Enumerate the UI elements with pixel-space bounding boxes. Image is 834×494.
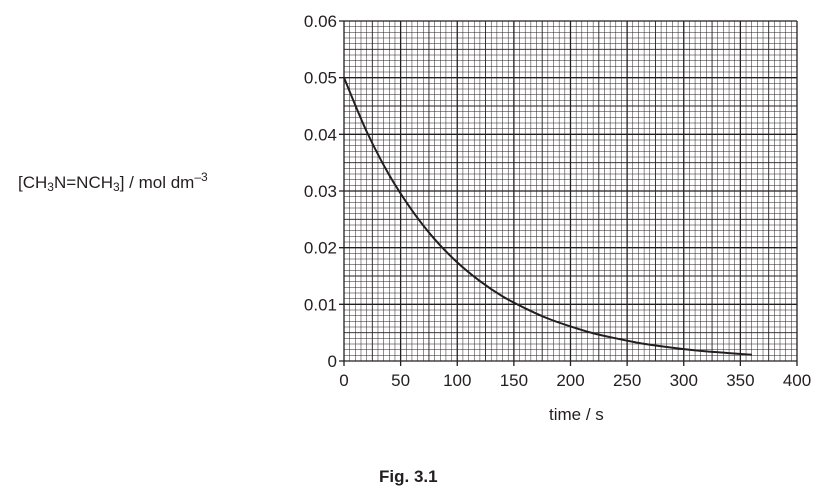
y-tick-label: 0.04	[304, 125, 337, 144]
x-tick-label: 0	[339, 371, 348, 390]
x-tick-label: 400	[783, 371, 811, 390]
y-tick-label: 0	[328, 352, 337, 371]
series-line	[343, 77, 752, 356]
x-tick-label: 250	[613, 371, 641, 390]
y-tick-label: 0.05	[304, 69, 337, 88]
y-tick-label: 0.01	[304, 295, 337, 314]
x-tick-label: 50	[391, 371, 410, 390]
y-tick-label: 0.02	[304, 239, 337, 258]
y-tick-label: 0.03	[304, 182, 337, 201]
y-tick-label: 0.06	[304, 12, 337, 31]
grid	[339, 20, 798, 366]
x-tick-label: 300	[670, 371, 698, 390]
figure-caption: Fig. 3.1	[379, 467, 438, 486]
y-axis-label: [CH3N=NCH3] / mol dm–3	[18, 170, 208, 194]
x-axis-label: time / s	[549, 405, 604, 424]
x-tick-label: 150	[500, 371, 528, 390]
x-tick-label: 200	[556, 371, 584, 390]
series-layer	[343, 77, 752, 356]
tick-labels: 0 50 100 150 200 250 300 350 400 0 0.01 0.02 0.03 0.0…	[304, 12, 811, 390]
x-tick-label: 100	[443, 371, 471, 390]
x-tick-label: 350	[726, 371, 754, 390]
